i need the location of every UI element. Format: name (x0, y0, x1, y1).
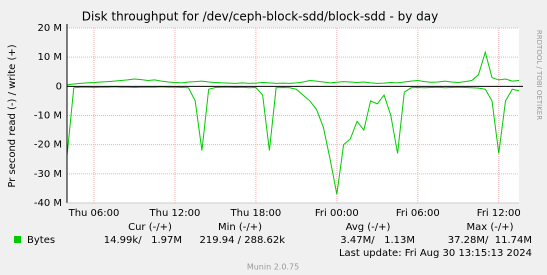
y-tick-label: -10 M (34, 111, 62, 122)
legend-stat: 3.47M/ 1.13M (340, 235, 415, 246)
watermark: RRDTOOL / TOBI OETIKER (535, 30, 543, 120)
legend-stat: 14.99k/ 1.97M (104, 235, 182, 246)
y-tick-label: -20 M (34, 140, 62, 151)
x-tick-label: Thu 18:00 (230, 208, 282, 219)
legend-header: Avg (-/+) (346, 222, 391, 233)
x-tick-label: Thu 12:00 (149, 208, 201, 219)
data-line (66, 50, 520, 86)
last-update: Last update: Fri Aug 30 13:15:13 2024 (339, 248, 532, 259)
y-tick-label: 0 (56, 81, 62, 92)
legend-header: Min (-/+) (218, 222, 262, 233)
data-line (66, 86, 520, 195)
y-tick-label: -40 M (34, 198, 62, 209)
y-tick-label: -30 M (34, 169, 62, 180)
y-tick-label: 10 M (37, 52, 62, 63)
x-tick-label: Thu 06:00 (68, 208, 120, 219)
legend-stat: 219.94 / 288.62k (200, 235, 286, 246)
legend-label: Bytes (27, 235, 55, 246)
x-tick-label: Fri 12:00 (477, 208, 521, 219)
legend-swatch (14, 236, 21, 243)
y-axis-label: Pr second read (-) / write (+) (7, 44, 18, 187)
legend-stat: 37.28M/ 11.74M (448, 235, 532, 246)
footer: Munin 2.0.75 (247, 263, 299, 272)
chart-title: Disk throughput for /dev/ceph-block-sdd/… (82, 10, 438, 24)
x-tick-label: Fri 00:00 (315, 208, 359, 219)
y-tick-label: 20 M (37, 23, 62, 34)
legend-header: Cur (-/+) (128, 222, 172, 233)
legend-header: Max (-/+) (466, 222, 513, 233)
x-tick-label: Fri 06:00 (396, 208, 440, 219)
